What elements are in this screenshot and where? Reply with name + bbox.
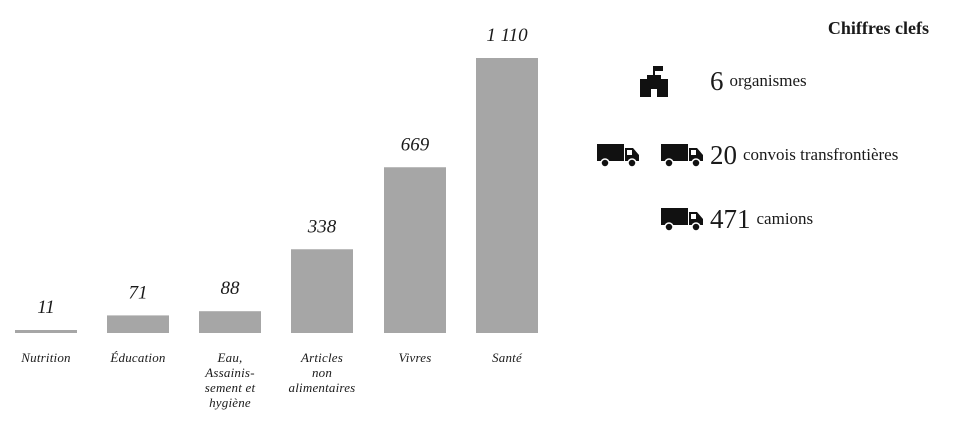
key-figure-label: organismes xyxy=(729,71,807,90)
bar-1 xyxy=(107,315,169,333)
data-label-0: 11 xyxy=(37,297,55,318)
truck-icon xyxy=(597,144,639,168)
data-label-4: 669 xyxy=(401,134,430,155)
key-figures-title: Chiffres clefs xyxy=(827,18,929,38)
data-label-2: 88 xyxy=(221,278,241,299)
key-figure-number: 20 xyxy=(710,139,737,170)
category-label-0: Nutrition xyxy=(20,350,70,365)
truck-icon xyxy=(661,208,703,232)
key-figure-label: camions xyxy=(756,209,814,228)
truck-icon xyxy=(661,144,703,168)
bar-0 xyxy=(15,330,77,333)
data-label-5: 1 110 xyxy=(486,25,528,46)
category-label-2: Eau, Assainis-sement et hygiène xyxy=(204,350,255,410)
bar-3 xyxy=(291,249,353,333)
bar-chart: 11 Nutrition 71 Éducation 88 Eau, Assainis-sem… xyxy=(15,25,538,410)
category-label-3: Articles non alimentaires xyxy=(289,350,356,395)
data-label-1: 71 xyxy=(129,282,148,303)
category-label-4: Vivres xyxy=(399,350,432,365)
organization-building-icon xyxy=(640,66,668,97)
category-label-5: Santé xyxy=(492,350,523,365)
key-figure-number: 6 xyxy=(710,65,724,96)
category-label-1: Éducation xyxy=(109,350,165,365)
key-figure-organizations: 6 organismes xyxy=(638,64,807,98)
key-figure-number: 471 xyxy=(710,203,751,234)
key-figure-label: convois transfrontières xyxy=(743,145,899,164)
key-figure-trucks: 471 camions xyxy=(660,202,813,236)
bar-4 xyxy=(384,167,446,333)
key-figure-convoys: 20 convois transfrontières xyxy=(596,138,898,172)
data-label-3: 338 xyxy=(307,216,337,237)
bar-2 xyxy=(199,311,261,333)
key-figures-panel: Chiffres clefs 6 organismes 20 xyxy=(580,0,969,421)
bar-5 xyxy=(476,58,538,333)
